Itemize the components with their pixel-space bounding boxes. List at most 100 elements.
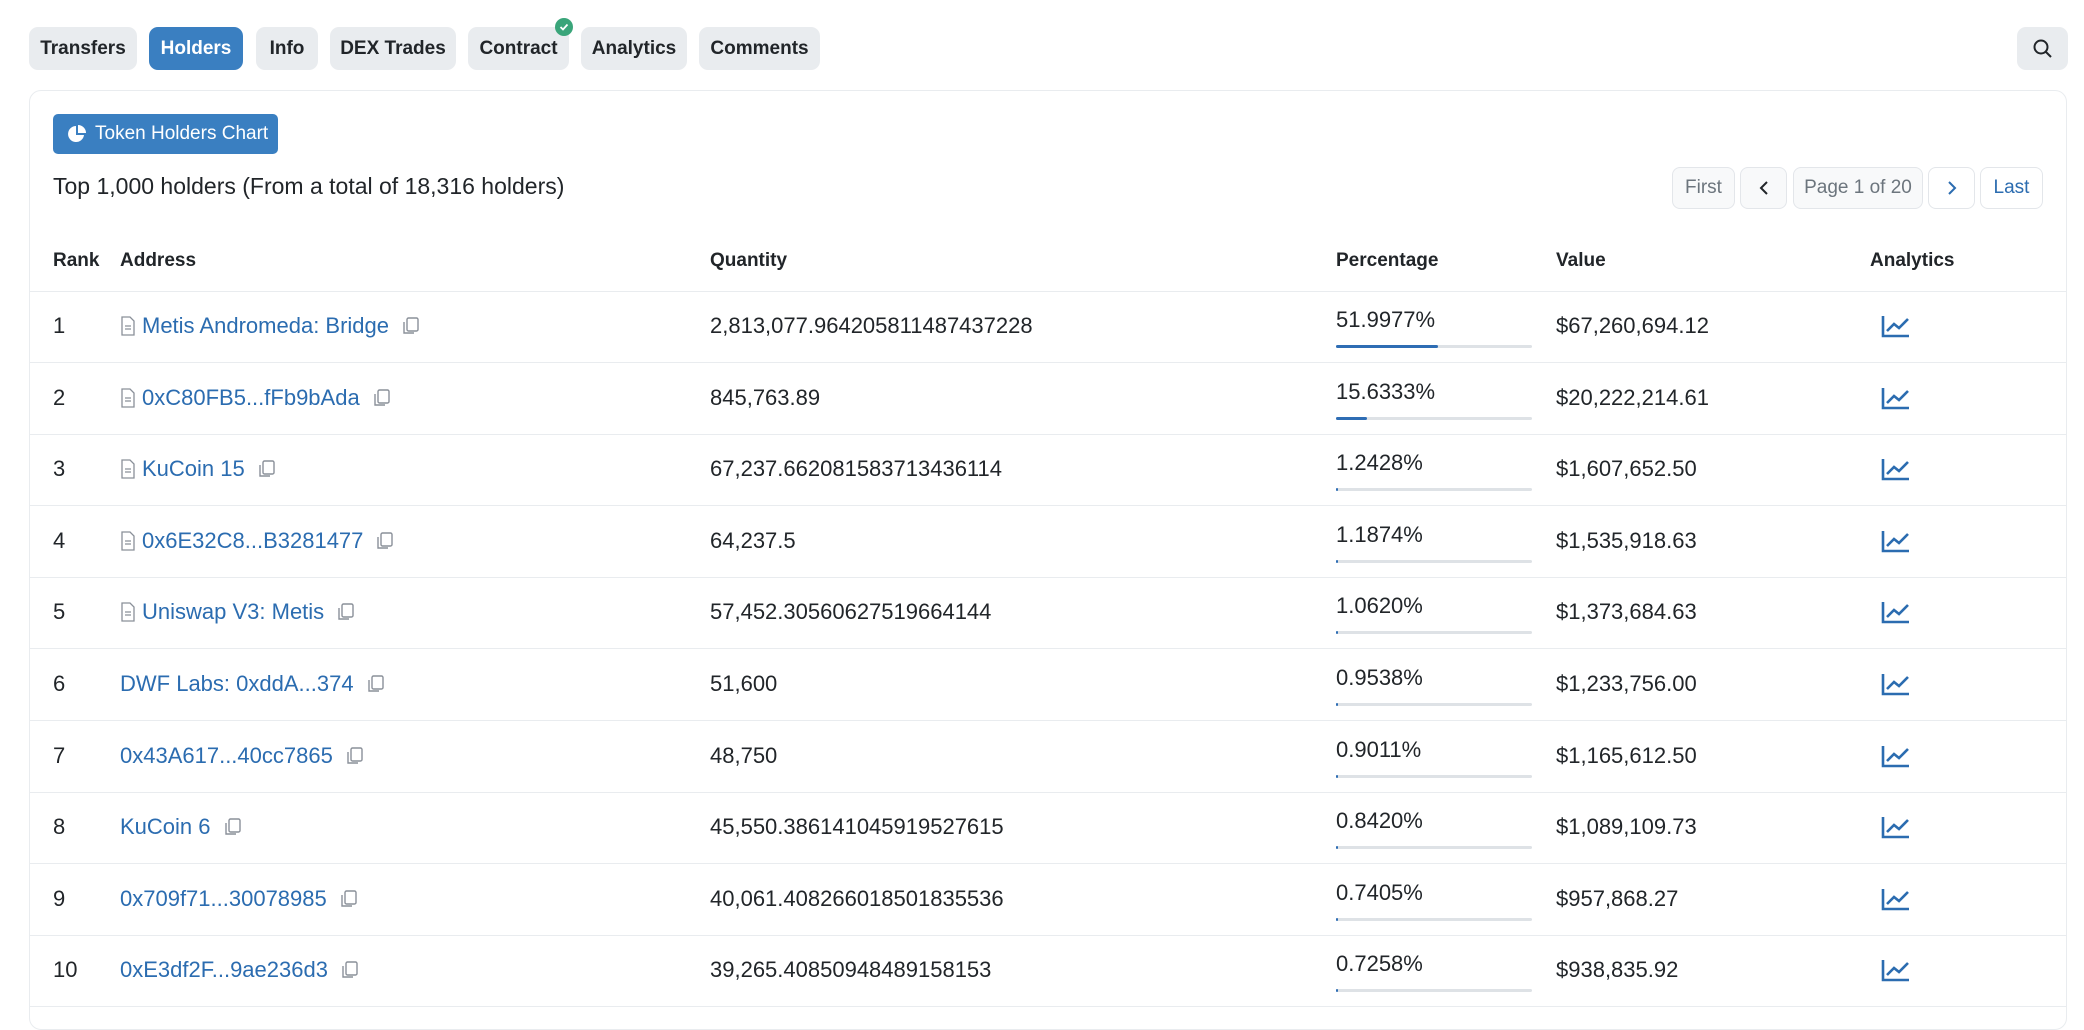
copy[interactable] [336,602,356,622]
percent-track [1336,846,1532,850]
next-button[interactable] [1928,167,1975,209]
copy-icon[interactable] [336,602,356,622]
copy-icon[interactable] [345,746,365,766]
copy-icon[interactable] [339,889,359,909]
percent-track [1336,917,1532,921]
percent-bar [1336,416,1367,420]
percent-bar [1336,559,1339,563]
header-line [29,291,2067,292]
analytics-icon[interactable] [1881,958,1911,982]
address: DWF Labs: 0xddA...374 [120,671,386,697]
copy-icon[interactable] [401,316,421,336]
doc-icon [121,387,135,408]
first-button[interactable]: First [1672,167,1735,209]
copy[interactable] [257,459,277,479]
percentage: 0.9011% [1336,736,1422,762]
analytics-icon[interactable] [1881,529,1911,553]
copy-icon[interactable] [223,817,243,837]
copy-icon[interactable] [340,960,360,980]
analytics-icon[interactable] [1881,386,1911,410]
address-link[interactable]: 0xC80FB5...fFb9bAda [142,384,360,410]
address-link[interactable]: 0x43A617...40cc7865 [120,742,333,768]
percent-bar [1336,774,1338,778]
address-link[interactable]: KuCoin 6 [120,814,211,840]
analytics[interactable] [1881,314,1911,343]
analytics-icon[interactable] [1881,744,1911,768]
row-line [29,1006,2067,1008]
percent-bar [1336,917,1338,921]
row-line [29,433,2067,435]
value: $957,868.27 [1556,885,1679,911]
copy-icon[interactable] [366,674,386,694]
address-link[interactable]: DWF Labs: 0xddA...374 [120,671,354,696]
copy[interactable] [372,388,392,408]
column-header: Quantity [710,250,788,271]
address: Uniswap V3: Metis [120,599,356,625]
percent-bar [1336,488,1339,492]
copy[interactable] [401,316,421,336]
address-link[interactable]: 0xE3df2F...9ae236d3 [120,957,328,983]
page-indicator: Page 1 of 20 [1793,167,1923,209]
tab[interactable]: Info [256,27,318,70]
analytics[interactable] [1881,386,1911,415]
address-link[interactable]: 0x6E32C8...B3281477 [142,527,364,553]
analytics[interactable] [1881,958,1911,987]
analytics[interactable] [1881,600,1911,629]
copy-icon[interactable] [372,388,392,408]
analytics-icon[interactable] [1881,457,1911,481]
last-button[interactable]: Last [1980,167,2043,209]
rank: 6 [53,671,66,696]
copy[interactable] [366,674,386,694]
copy-icon[interactable] [375,531,395,551]
analytics[interactable] [1881,744,1911,773]
percent-bar [1336,345,1438,348]
copy[interactable] [340,960,360,980]
copy-icon[interactable] [257,459,277,479]
quantity: 45,550.386141045919527615 [710,814,1004,840]
prev-button[interactable] [1740,167,1787,209]
column-header: Value [1556,250,1606,271]
address: KuCoin 15 [120,456,277,482]
analytics[interactable] [1881,457,1911,486]
address-link[interactable]: Uniswap V3: Metis [142,599,325,625]
analytics-icon[interactable] [1881,672,1911,696]
tab[interactable]: Contract [468,27,569,70]
doc-icon [121,602,135,623]
tab[interactable]: Analytics [581,27,687,70]
copy[interactable] [375,531,395,551]
address-link[interactable]: Metis Andromeda: Bridge [142,313,390,338]
tab[interactable]: Comments [699,27,820,70]
tab[interactable]: Transfers [29,27,137,70]
address-link[interactable]: 0x709f71...30078985 [120,885,327,911]
analytics-icon[interactable] [1881,314,1911,338]
rank: 4 [53,527,66,553]
copy[interactable] [339,889,359,909]
analytics[interactable] [1881,672,1911,701]
search-button[interactable] [2017,27,2068,70]
tab[interactable]: DEX Trades [330,27,456,70]
doc-icon [121,459,135,479]
row-line [29,576,2067,578]
address: 0xC80FB5...fFb9bAda [120,385,392,411]
row-line [29,362,2067,363]
summary: Top 1,000 holders (From a total of 18,31… [53,173,565,199]
analytics[interactable] [1881,529,1911,558]
check-icon [559,23,569,31]
value: $67,260,694.12 [1556,313,1709,338]
percent-track [1336,774,1532,778]
copy[interactable] [223,817,243,837]
percent-bar [1336,989,1338,993]
copy[interactable] [345,746,365,766]
row-line [29,648,2067,650]
quantity: 2,813,077.964205811487437228 [710,313,1033,338]
pie-icon [68,125,86,142]
analytics[interactable] [1881,887,1911,916]
analytics-icon[interactable] [1881,815,1911,839]
address: Metis Andromeda: Bridge [120,313,421,339]
chart-button[interactable]: Token Holders Chart [53,114,278,154]
analytics-icon[interactable] [1881,600,1911,624]
analytics[interactable] [1881,815,1911,844]
tab[interactable]: Holders [149,27,243,70]
address-link[interactable]: KuCoin 15 [142,456,245,482]
analytics-icon[interactable] [1881,887,1911,911]
